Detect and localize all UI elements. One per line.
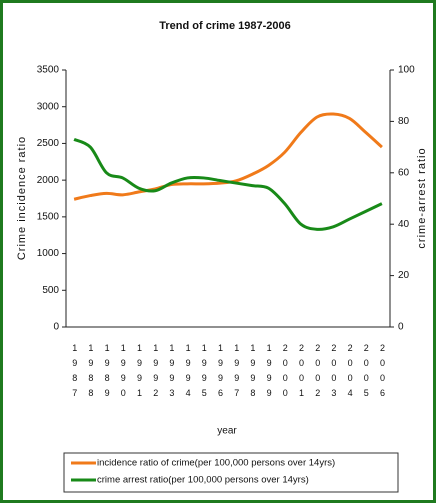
x-axis-label: year bbox=[217, 426, 237, 437]
legend-box bbox=[63, 452, 399, 493]
x-tick-label: 1996 bbox=[216, 343, 226, 403]
y-tick-label: 0 bbox=[53, 322, 59, 333]
x-tick-label: 2003 bbox=[329, 343, 339, 403]
y-tick-label: 500 bbox=[42, 285, 59, 296]
x-tick-label: 1991 bbox=[135, 343, 145, 403]
x-tick-label: 2006 bbox=[378, 343, 388, 403]
x-tick-label: 1995 bbox=[199, 343, 209, 403]
y-tick-label: 1000 bbox=[37, 248, 60, 259]
x-tick-label: 1997 bbox=[232, 343, 242, 403]
x-tick-label: 1992 bbox=[151, 343, 161, 403]
y-axis-label: Crime incidence ratio bbox=[16, 136, 28, 260]
x-tick-label: 2004 bbox=[345, 343, 355, 403]
y2-tick-label: 0 bbox=[398, 322, 404, 333]
chart-title: Trend of crime 1987-2006 bbox=[159, 20, 290, 32]
x-tick-label: 2001 bbox=[297, 343, 307, 403]
y2-axis-label: crime-arrest ratio bbox=[416, 147, 428, 248]
series-line bbox=[73, 137, 383, 231]
x-tick-label: 1989 bbox=[102, 343, 112, 403]
y-tick-label: 2500 bbox=[37, 138, 60, 149]
y2-tick-label: 60 bbox=[398, 167, 410, 178]
x-tick-label: 2000 bbox=[280, 343, 290, 403]
x-tick-label: 1999 bbox=[264, 343, 274, 403]
y-tick-label: 1500 bbox=[37, 211, 60, 222]
y-tick-label: 2000 bbox=[37, 175, 60, 186]
x-tick-label: 1987 bbox=[70, 343, 80, 403]
y2-tick-label: 100 bbox=[398, 65, 415, 76]
legend-label: crime arrest ratio(per 100,000 persons o… bbox=[97, 475, 309, 486]
x-tick-label: 1990 bbox=[118, 343, 128, 403]
y-tick-label: 3000 bbox=[37, 101, 60, 112]
y2-tick-label: 40 bbox=[398, 219, 410, 230]
x-tick-label: 1994 bbox=[183, 343, 193, 403]
x-tick-label: 2002 bbox=[313, 343, 323, 403]
x-tick-label: 1998 bbox=[248, 343, 258, 403]
y2-tick-label: 80 bbox=[398, 116, 410, 127]
x-tick-label: 1993 bbox=[167, 343, 177, 403]
y-tick-label: 3500 bbox=[37, 65, 60, 76]
y2-tick-label: 20 bbox=[398, 270, 410, 281]
legend-label: incidence ratio of crime(per 100,000 per… bbox=[97, 458, 335, 469]
x-tick-label: 1988 bbox=[86, 343, 96, 403]
x-tick-label: 2005 bbox=[361, 343, 371, 403]
